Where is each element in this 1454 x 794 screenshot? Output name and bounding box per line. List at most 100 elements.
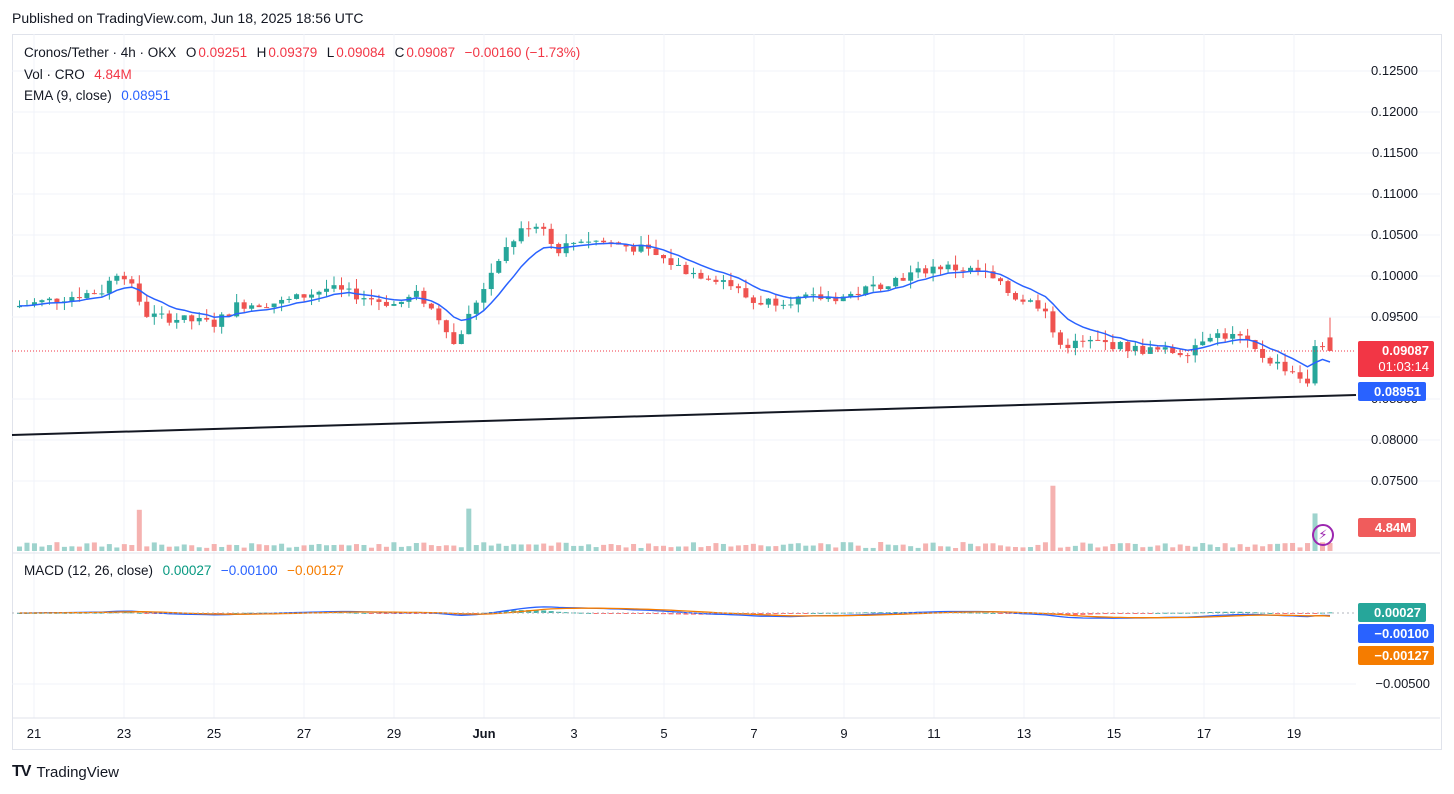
candle-body bbox=[863, 286, 869, 295]
time-tick-label: 19 bbox=[1287, 726, 1301, 741]
volume-bar bbox=[1177, 544, 1183, 551]
candle-body bbox=[735, 286, 741, 289]
candle-body bbox=[286, 298, 292, 300]
candle-body bbox=[1230, 333, 1236, 339]
volume-bar bbox=[675, 546, 681, 551]
volume-bar bbox=[803, 545, 809, 551]
volume-bar bbox=[361, 544, 367, 551]
volume-bar bbox=[84, 543, 90, 551]
legend-macd[interactable]: MACD (12, 26, close) 0.00027 −0.00100 −0… bbox=[24, 563, 346, 578]
legend-ema[interactable]: EMA (9, close) 0.08951 bbox=[24, 88, 172, 103]
symbol-name[interactable]: Cronos/Tether · 4h · OKX bbox=[24, 45, 177, 60]
candle-body bbox=[1102, 340, 1108, 343]
volume-bar bbox=[301, 545, 307, 551]
macd-hist-bar bbox=[526, 610, 532, 613]
volume-bar bbox=[788, 543, 794, 551]
volume-bar bbox=[533, 544, 539, 551]
volume-bar bbox=[391, 542, 397, 551]
volume-bar bbox=[1012, 546, 1018, 551]
volume-bar bbox=[421, 542, 427, 551]
volume-bar bbox=[885, 544, 891, 551]
volume-bar bbox=[983, 543, 989, 551]
volume-bar bbox=[1297, 547, 1303, 551]
candle-body bbox=[69, 297, 75, 302]
volume-bar bbox=[773, 546, 779, 551]
macd-hist-bar bbox=[593, 613, 599, 614]
volume-bar bbox=[548, 545, 554, 551]
volume-bar bbox=[1132, 543, 1138, 551]
macd-hist-bar bbox=[129, 612, 135, 614]
candle-body bbox=[451, 332, 457, 345]
macd-hist-bar bbox=[398, 613, 404, 614]
volume-label: Vol · CRO bbox=[24, 67, 85, 82]
candle-body bbox=[1095, 339, 1101, 341]
volume-bar bbox=[241, 547, 247, 551]
volume-tag: 4.84M bbox=[1358, 518, 1416, 537]
macd-hist-bar bbox=[151, 613, 157, 614]
volume-bar bbox=[1252, 544, 1258, 551]
candle-body bbox=[533, 226, 539, 229]
price-tag: 0.09087 01:03:14 bbox=[1358, 341, 1434, 377]
bolt-icon[interactable]: ⚡ bbox=[1312, 524, 1334, 546]
price-tick-label: 0.11500 bbox=[1372, 145, 1418, 160]
volume-bar bbox=[518, 544, 524, 551]
close-label: C bbox=[394, 45, 405, 60]
candle-body bbox=[16, 305, 22, 308]
volume-bar bbox=[1087, 543, 1093, 551]
candle-body bbox=[601, 240, 607, 243]
volume-bar bbox=[1102, 546, 1108, 551]
candle-body bbox=[878, 284, 884, 290]
candle-body bbox=[503, 247, 509, 261]
candle-body bbox=[256, 305, 262, 308]
candle-body bbox=[833, 296, 839, 302]
volume-bar bbox=[1057, 547, 1063, 551]
candle-body bbox=[773, 298, 779, 306]
brand[interactable]: TV TradingView bbox=[12, 763, 119, 781]
candle-body bbox=[309, 294, 315, 298]
volume-bar bbox=[503, 545, 509, 551]
macd-hist-bar bbox=[503, 610, 509, 613]
macd-hist-bar bbox=[765, 613, 771, 615]
candle-body bbox=[563, 243, 569, 254]
candle-body bbox=[1320, 346, 1326, 348]
volume-bar bbox=[46, 545, 52, 551]
candle-body bbox=[690, 272, 696, 275]
macd-hist-bar bbox=[1080, 613, 1086, 615]
volume-bar bbox=[256, 544, 262, 551]
chart-frame bbox=[12, 34, 1442, 750]
volume-bar bbox=[1050, 485, 1056, 551]
macd-hist-bar bbox=[968, 612, 974, 614]
price-tick-label: 0.09500 bbox=[1371, 309, 1418, 324]
macd-line-tag: −0.00100 bbox=[1358, 624, 1434, 643]
candle-body bbox=[848, 293, 854, 297]
candle-body bbox=[720, 280, 726, 282]
candle-body bbox=[339, 285, 344, 290]
candle-body bbox=[803, 294, 809, 297]
time-tick-label: 29 bbox=[387, 726, 401, 741]
candle-body bbox=[1327, 337, 1333, 351]
volume-bar bbox=[728, 546, 734, 551]
candle-body bbox=[181, 315, 187, 320]
candle-body bbox=[1237, 333, 1243, 336]
macd-hist-bar bbox=[1095, 613, 1101, 615]
volume-bar bbox=[61, 546, 67, 551]
candle-body bbox=[466, 313, 472, 335]
price-tick-label: 0.07500 bbox=[1371, 473, 1418, 488]
macd-hist-bar bbox=[1267, 612, 1273, 614]
macd-hist-bar bbox=[413, 613, 419, 614]
volume-bar bbox=[1027, 547, 1033, 551]
candle-body bbox=[1170, 347, 1176, 354]
volume-bar bbox=[331, 545, 337, 551]
macd-hist-bar bbox=[99, 612, 105, 614]
volume-bar bbox=[271, 545, 277, 551]
volume-bar bbox=[129, 545, 135, 551]
macd-line-value: −0.00100 bbox=[220, 563, 278, 578]
legend-volume[interactable]: Vol · CRO 4.84M bbox=[24, 67, 134, 82]
candle-body bbox=[249, 305, 255, 309]
open-value: 0.09251 bbox=[198, 45, 248, 60]
volume-bar bbox=[69, 546, 75, 551]
volume-bar bbox=[204, 547, 210, 551]
volume-bar bbox=[938, 546, 944, 551]
volume-bar bbox=[473, 545, 479, 551]
